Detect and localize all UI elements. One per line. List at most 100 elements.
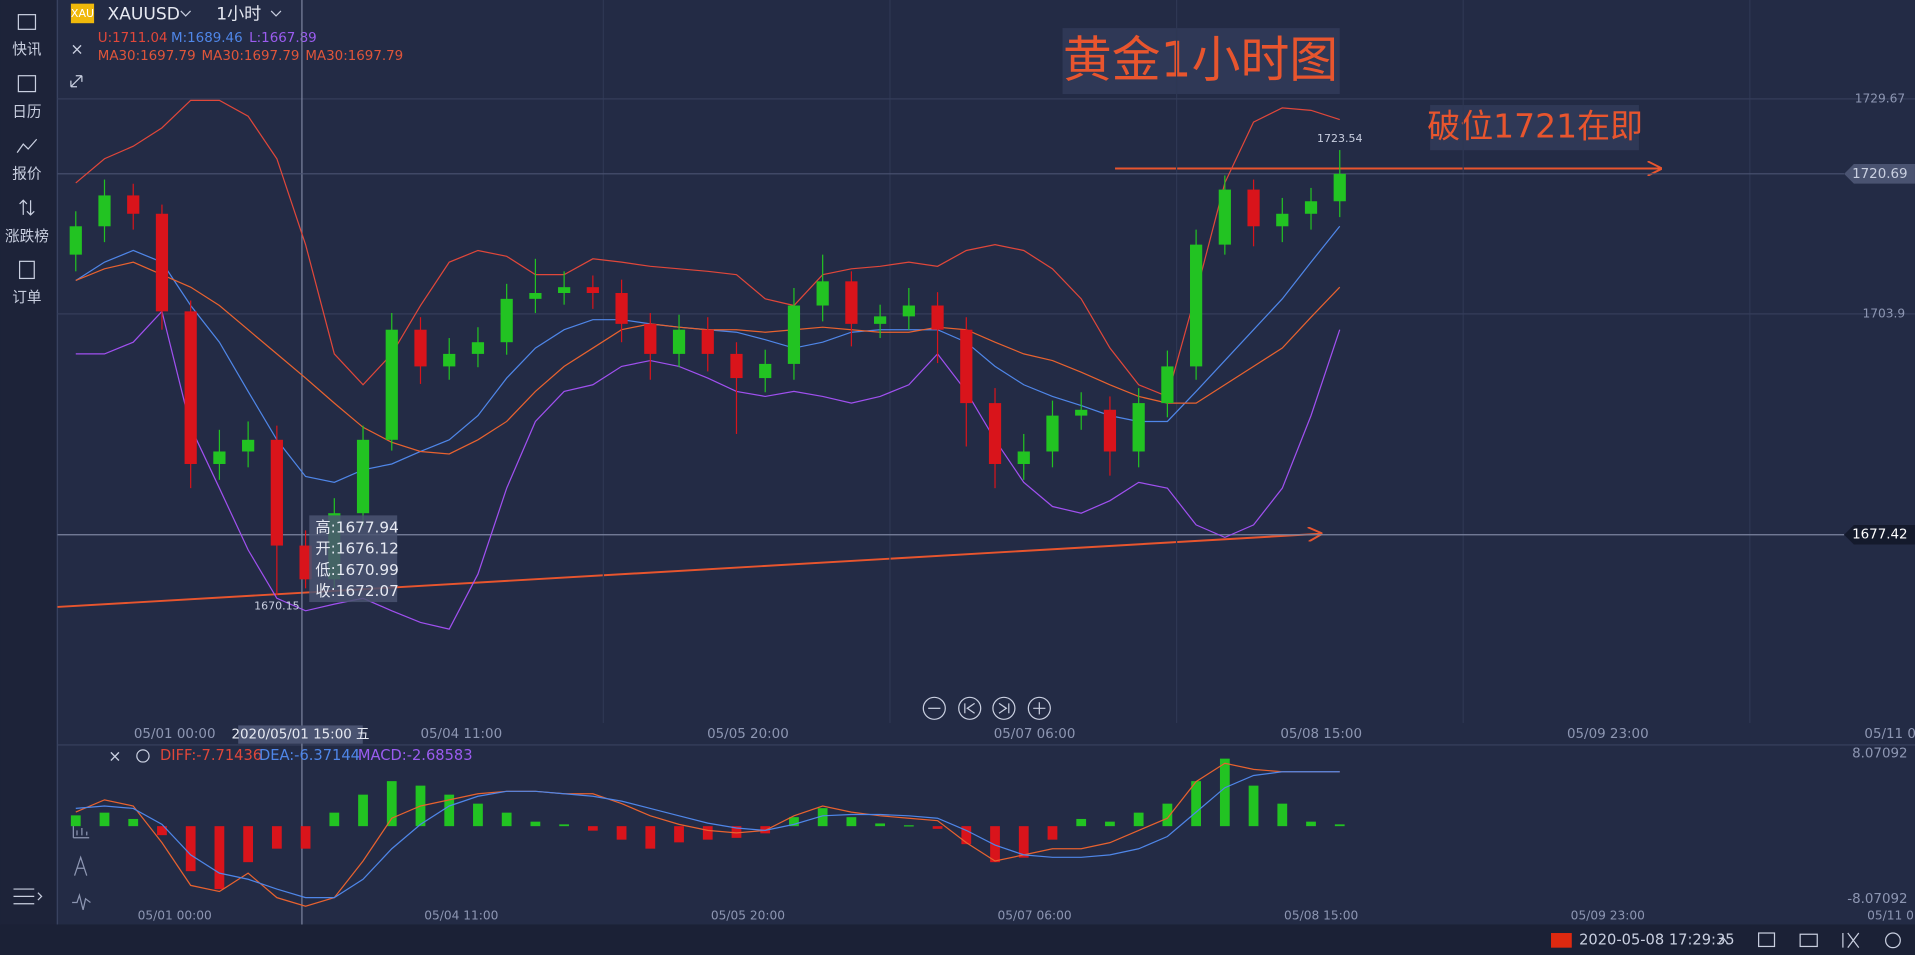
histogram-bar [1277, 803, 1288, 827]
zoom-controls [922, 696, 1051, 720]
candle-body [931, 305, 944, 330]
candle-body [385, 329, 398, 440]
candle-body [759, 363, 772, 379]
logo-text: XAU [71, 7, 94, 20]
dropdown-icon[interactable] [180, 10, 192, 17]
tool-icon[interactable] [73, 855, 88, 876]
tooltip-label: 收: [315, 581, 335, 599]
window-icon[interactable] [1758, 932, 1776, 948]
candle-body [1247, 189, 1260, 227]
timeframe[interactable]: 1小时 [216, 5, 261, 25]
symbol[interactable]: XAUUSD [108, 5, 180, 25]
zoom-in[interactable] [1027, 696, 1051, 720]
histogram-bar [128, 818, 139, 827]
candle-body [1017, 451, 1030, 464]
close-button[interactable]: × [70, 40, 83, 59]
tooltip-row: 收:1672.07 [315, 581, 398, 599]
tool-icon[interactable] [72, 892, 91, 910]
histogram-bar [875, 823, 886, 827]
indicator-legend: MACD:-2.68583 [358, 747, 473, 764]
indicator-legend: DEA:-6.37144 [259, 747, 360, 764]
indicator-line [75, 310, 1341, 630]
x-tick-label: 05/05 20:00 [707, 727, 789, 742]
camera-icon[interactable] [1799, 933, 1818, 948]
tool-icon[interactable] [72, 825, 90, 839]
histogram-bar [1105, 821, 1115, 827]
icon [18, 260, 35, 280]
nav-item[interactable]: 涨跌榜 [5, 228, 49, 245]
histogram-bar [530, 821, 541, 827]
candle-body [1276, 213, 1289, 227]
legend-ma: MA30:1697.79 [305, 49, 403, 64]
mute-icon[interactable] [1842, 932, 1860, 949]
candle-body [988, 403, 1002, 464]
candle-body [414, 329, 427, 367]
zoom-out[interactable] [922, 696, 946, 720]
histogram-bar [386, 781, 397, 827]
icon [16, 138, 38, 154]
histogram-bar [990, 826, 1000, 863]
x-tick-label: 05/04 11:00 [424, 908, 498, 922]
histogram-bar [358, 794, 368, 827]
status-bar [0, 924, 1915, 955]
candle-body [1190, 244, 1203, 367]
nav-item[interactable]: 报价 [12, 166, 42, 183]
price-tag [1844, 524, 1915, 545]
tooltip-label: 高: [315, 518, 335, 536]
histogram-bar [300, 826, 311, 849]
nav-item[interactable]: 快讯 [12, 41, 42, 58]
x-tick-label: 05/11 07 [1867, 908, 1915, 922]
scroll-end[interactable] [992, 696, 1016, 720]
x-tick-label: 05/01 00:00 [138, 908, 212, 922]
candle-body [902, 305, 915, 317]
tooltip-row: 低:1670.99 [315, 560, 398, 578]
candle-body [874, 316, 887, 324]
legend-ma: MA30:1697.79 [98, 49, 196, 64]
histogram-bar [702, 826, 713, 840]
candle-body [1304, 201, 1318, 214]
expand-icon[interactable] [1717, 936, 1729, 945]
candle-body [960, 329, 973, 404]
histogram-bar [789, 817, 799, 827]
candle-body [127, 195, 140, 214]
histogram-bar [1162, 803, 1173, 827]
histogram-bar [932, 826, 943, 829]
dropdown-icon[interactable] [270, 10, 282, 17]
histogram-bar [674, 826, 684, 843]
histogram-bar [1306, 821, 1316, 827]
expand-icon[interactable] [70, 75, 83, 88]
candle-body [299, 545, 312, 580]
time-tag [238, 725, 363, 744]
candle-body [213, 451, 226, 464]
close-button[interactable]: × [108, 747, 121, 766]
nav-item[interactable]: 订单 [12, 289, 41, 306]
y-tick-label: -8.07092 [1847, 892, 1907, 907]
settings-icon[interactable] [136, 749, 150, 763]
macd-line [75, 762, 1340, 907]
nav-item[interactable]: 日历 [12, 103, 41, 120]
clock: 2020-05-08 17:29:35 [1579, 931, 1735, 948]
candle-body [1103, 409, 1117, 452]
tooltip-row: 高:1677.94 [315, 518, 398, 536]
histogram-bar [473, 803, 483, 827]
settings-icon[interactable] [1885, 932, 1901, 949]
histogram-bar [1076, 818, 1087, 827]
candle-body [1132, 403, 1145, 452]
candle-body [242, 439, 255, 452]
candle-body [730, 353, 743, 379]
x-tick-label: 05/08 15:00 [1280, 727, 1362, 742]
candle-body [558, 287, 571, 294]
macd-line [75, 771, 1340, 899]
y-tick-label: 8.07092 [1852, 746, 1908, 761]
histogram-bar [846, 817, 857, 827]
scroll-start[interactable] [958, 696, 982, 720]
indicator-legend: DIFF:-7.71436 [160, 747, 262, 764]
candle-body [356, 439, 370, 514]
candle-body [270, 439, 283, 546]
tooltip-label: 开: [315, 539, 335, 557]
candle-body [615, 293, 628, 324]
menu-icon[interactable] [13, 888, 43, 905]
tooltip-value: 1672.07 [336, 581, 399, 599]
candle-body [701, 329, 714, 354]
